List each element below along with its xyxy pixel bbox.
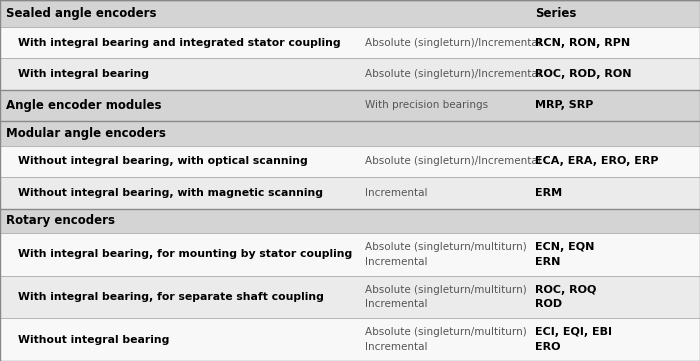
Text: MRP, SRP: MRP, SRP <box>535 100 594 110</box>
Text: ERO: ERO <box>535 342 561 352</box>
Text: ROC, ROD, RON: ROC, ROD, RON <box>535 69 631 79</box>
Text: ROC, ROQ: ROC, ROQ <box>535 285 596 295</box>
Text: Absolute (singleturn/multiturn): Absolute (singleturn/multiturn) <box>365 327 526 338</box>
Text: Absolute (singleturn)/Incremental: Absolute (singleturn)/Incremental <box>365 156 540 166</box>
Text: With precision bearings: With precision bearings <box>365 100 488 110</box>
Text: With integral bearing, for mounting by stator coupling: With integral bearing, for mounting by s… <box>18 249 352 260</box>
Bar <box>0 177 700 209</box>
Bar <box>0 0 700 27</box>
Bar <box>0 276 700 318</box>
Text: ECA, ERA, ERO, ERP: ECA, ERA, ERO, ERP <box>535 156 659 166</box>
Text: Without integral bearing, with magnetic scanning: Without integral bearing, with magnetic … <box>18 188 323 198</box>
Bar <box>0 58 700 90</box>
Bar <box>0 209 700 233</box>
Text: Incremental: Incremental <box>365 299 428 309</box>
Text: ROD: ROD <box>535 299 562 309</box>
Text: Incremental: Incremental <box>365 342 428 352</box>
Bar <box>0 121 700 146</box>
Text: Absolute (singleturn/multiturn): Absolute (singleturn/multiturn) <box>365 242 526 252</box>
Text: Series: Series <box>535 7 576 20</box>
Text: Absolute (singleturn)/Incremental: Absolute (singleturn)/Incremental <box>365 38 540 48</box>
Text: Without integral bearing: Without integral bearing <box>18 335 169 345</box>
Text: RCN, RON, RPN: RCN, RON, RPN <box>535 38 630 48</box>
Bar <box>0 318 700 361</box>
Text: Without integral bearing, with optical scanning: Without integral bearing, with optical s… <box>18 156 308 166</box>
Text: Incremental: Incremental <box>365 188 428 198</box>
Bar <box>0 146 700 177</box>
Text: With integral bearing: With integral bearing <box>18 69 149 79</box>
Text: ERM: ERM <box>535 188 562 198</box>
Text: With integral bearing, for separate shaft coupling: With integral bearing, for separate shaf… <box>18 292 324 302</box>
Text: Incremental: Incremental <box>365 257 428 267</box>
Text: With integral bearing and integrated stator coupling: With integral bearing and integrated sta… <box>18 38 341 48</box>
Bar <box>0 233 700 276</box>
Text: Sealed angle encoders: Sealed angle encoders <box>6 7 157 20</box>
Text: Absolute (singleturn/multiturn): Absolute (singleturn/multiturn) <box>365 285 526 295</box>
Text: Angle encoder modules: Angle encoder modules <box>6 99 162 112</box>
Bar <box>0 27 700 58</box>
Text: ECI, EQI, EBI: ECI, EQI, EBI <box>535 327 612 338</box>
Text: Rotary encoders: Rotary encoders <box>6 214 115 227</box>
Bar <box>0 90 700 121</box>
Text: Absolute (singleturn)/Incremental: Absolute (singleturn)/Incremental <box>365 69 540 79</box>
Text: ERN: ERN <box>535 257 561 267</box>
Text: ECN, EQN: ECN, EQN <box>535 242 594 252</box>
Text: Modular angle encoders: Modular angle encoders <box>6 127 166 140</box>
